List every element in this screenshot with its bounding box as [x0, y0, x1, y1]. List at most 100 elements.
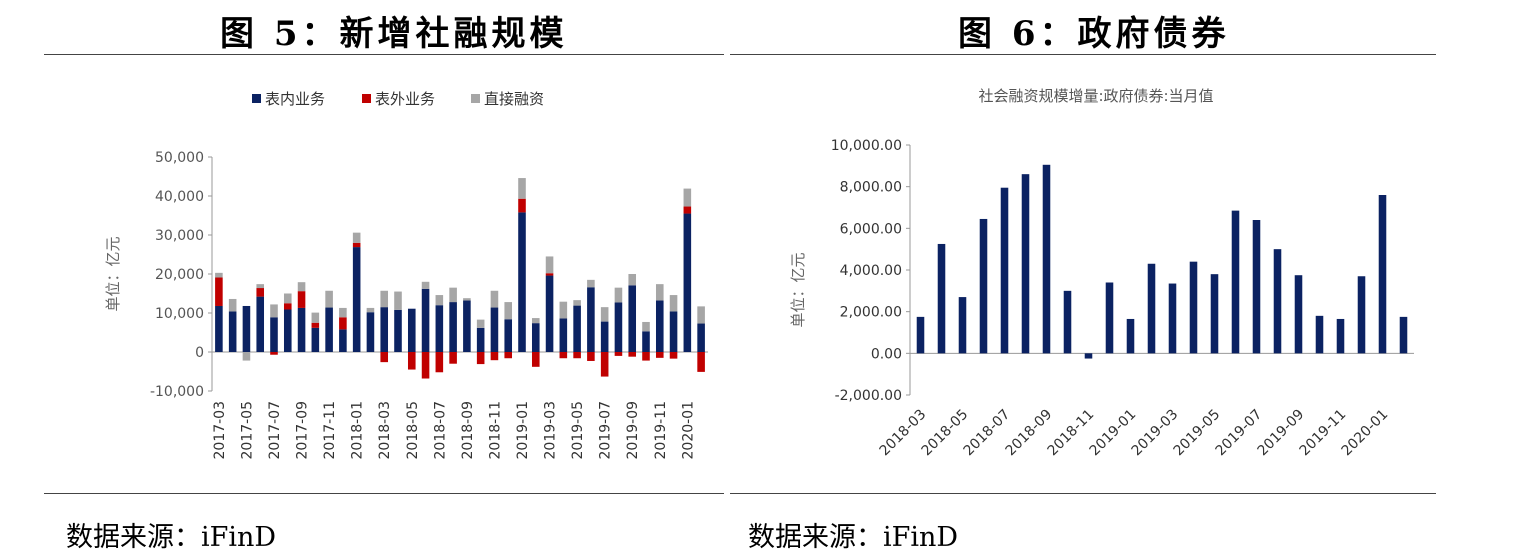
bar-direct-financing-2018-07 — [435, 295, 444, 306]
bar-on-balance-2018-01 — [352, 247, 361, 352]
bar-off-balance-2017-12 — [339, 317, 347, 330]
bar-direct-financing-2018-04 — [394, 291, 402, 310]
bar-gov-bond-2018-11 — [1084, 353, 1093, 359]
bar-on-balance-2017-06 — [256, 296, 265, 352]
bar-off-balance-2018-03 — [380, 352, 389, 363]
y-tick-label: 30,000 — [155, 228, 204, 244]
x-tick-label: 2019-05 — [570, 401, 586, 460]
bar-on-balance-2019-10 — [642, 331, 650, 352]
bar-off-balance-2019-03 — [545, 273, 554, 276]
bar-off-balance-2018-10 — [476, 352, 485, 365]
bar-direct-financing-2019-12 — [669, 295, 678, 312]
bar-gov-bond-2019-07 — [1252, 220, 1261, 354]
bar-off-balance-2018-12 — [504, 352, 513, 359]
bar-off-balance-2018-01 — [352, 242, 361, 248]
legend-label-3: 直接融资 — [484, 90, 544, 108]
bar-off-balance-2019-11 — [655, 352, 664, 358]
bar-on-balance-2018-02 — [366, 312, 375, 352]
legend-swatch-1 — [252, 94, 261, 103]
y-tick-label: 8,000.00 — [840, 180, 902, 196]
bar-direct-financing-2018-06 — [421, 281, 430, 289]
bar-direct-financing-2019-05 — [573, 300, 581, 306]
y-tick-label: 10,000.00 — [831, 138, 902, 154]
bar-on-balance-2018-05 — [407, 308, 416, 352]
bar-on-balance-2017-11 — [325, 307, 333, 352]
y-tick-label: 10,000 — [155, 306, 204, 322]
bar-on-balance-2018-11 — [490, 307, 499, 352]
bar-on-balance-2018-06 — [421, 288, 430, 352]
bar-direct-financing-2018-02 — [366, 307, 375, 313]
bar-gov-bond-2019-08 — [1273, 249, 1282, 354]
bar-off-balance-2017-07 — [270, 352, 278, 355]
x-tick-label: 2018-01 — [350, 401, 366, 460]
bar-off-balance-2018-07 — [435, 352, 444, 373]
y-tick-label: 50,000 — [155, 150, 204, 166]
legend-swatch-3 — [471, 94, 480, 103]
bar-on-balance-2018-08 — [449, 302, 457, 352]
bar-off-balance-2018-06 — [421, 352, 430, 379]
bar-on-balance-2017-10 — [311, 327, 320, 352]
bar-on-balance-2019-06 — [587, 287, 595, 352]
new-social-financing-chart: 表内业务 表外业务 直接融资 -10,000 0 10,000 20,000 30,000 40… — [104, 90, 708, 460]
y-tick-label: 0.00 — [871, 346, 902, 362]
bar-direct-financing-2017-08 — [283, 293, 292, 304]
bar-gov-bond-2018-08 — [1021, 174, 1030, 354]
x-tick-label: 2019-03 — [543, 401, 559, 460]
y-tick-label: -2,000.00 — [835, 388, 902, 404]
bar-gov-bond-2019-09 — [1294, 275, 1303, 354]
bar-off-balance-2019-07 — [600, 352, 609, 377]
bar-gov-bond-2019-12 — [1357, 276, 1366, 354]
bar-gov-bond-2019-04 — [1189, 261, 1198, 354]
bar-off-balance-2019-01 — [518, 198, 526, 213]
bar-gov-bond-2019-02 — [1147, 263, 1156, 354]
bar-gov-bond-2020-01 — [1378, 195, 1387, 354]
bar-on-balance-2017-08 — [283, 309, 292, 352]
bar-on-balance-2019-01 — [518, 212, 526, 352]
bar-off-balance-2017-10 — [311, 322, 320, 328]
legend-label-1: 表内业务 — [265, 90, 325, 108]
data-source-right: 数据来源：iFinD — [748, 522, 959, 553]
figure-6-title: 图 6：政府债券 — [958, 14, 1230, 54]
bar-direct-financing-2018-03 — [380, 290, 389, 308]
government-bonds-chart: 社会融资规模增量:政府债券:当月值 -2,000.00 0.00 2,000.00 4,… — [789, 87, 1414, 459]
bar-off-balance-2020-01 — [683, 206, 692, 214]
bar-on-balance-2019-09 — [628, 285, 637, 352]
bar-direct-financing-2019-03 — [545, 256, 554, 274]
bar-off-balance-2019-06 — [587, 352, 595, 361]
bar-off-balance-2019-02 — [531, 352, 540, 367]
x-tick-label: 2018-09 — [460, 401, 476, 460]
bar-direct-financing-2018-11 — [490, 290, 499, 308]
x-tick-label: 2019-01 — [515, 401, 531, 460]
bar-direct-financing-2019-08 — [614, 287, 623, 303]
bar-on-balance-2018-03 — [380, 307, 389, 352]
bar-off-balance-2019-09 — [628, 352, 637, 357]
bar-direct-financing-2019-10 — [642, 321, 650, 332]
legend-label-2: 表外业务 — [375, 90, 435, 108]
bar-direct-financing-2017-03 — [215, 272, 223, 278]
bar-on-balance-2019-08 — [614, 302, 623, 352]
x-tick-label: 2019-09 — [625, 401, 641, 460]
y-tick-label: 6,000.00 — [840, 221, 902, 237]
bar-direct-financing-2017-09 — [297, 282, 306, 292]
x-tick-label: 2017-11 — [322, 401, 338, 460]
bar-on-balance-2018-07 — [435, 305, 444, 352]
bar-off-balance-2019-04 — [559, 352, 568, 359]
y-tick-label: 0 — [195, 345, 204, 361]
bar-direct-financing-2019-09 — [628, 274, 637, 286]
y-tick-label: 40,000 — [155, 189, 204, 205]
y-tick-label: 20,000 — [155, 267, 204, 283]
bar-direct-financing-2018-12 — [504, 302, 513, 320]
bar-gov-bond-2019-10 — [1315, 315, 1324, 354]
bar-direct-financing-2017-04 — [228, 298, 237, 312]
bar-on-balance-2017-05 — [242, 305, 251, 352]
bottom-rule-right — [730, 493, 1436, 494]
x-tick-label: 2017-05 — [239, 401, 255, 460]
bar-direct-financing-2020-02 — [697, 306, 705, 324]
bar-on-balance-2017-09 — [297, 307, 306, 352]
y-tick-label: -10,000 — [150, 384, 204, 400]
x-tick-label: 2019-11 — [653, 401, 669, 460]
bar-gov-bond-2018-10 — [1063, 290, 1072, 354]
bar-direct-financing-2020-01 — [683, 188, 692, 207]
bar-off-balance-2019-08 — [614, 352, 623, 356]
bar-off-balance-2018-05 — [407, 352, 416, 370]
